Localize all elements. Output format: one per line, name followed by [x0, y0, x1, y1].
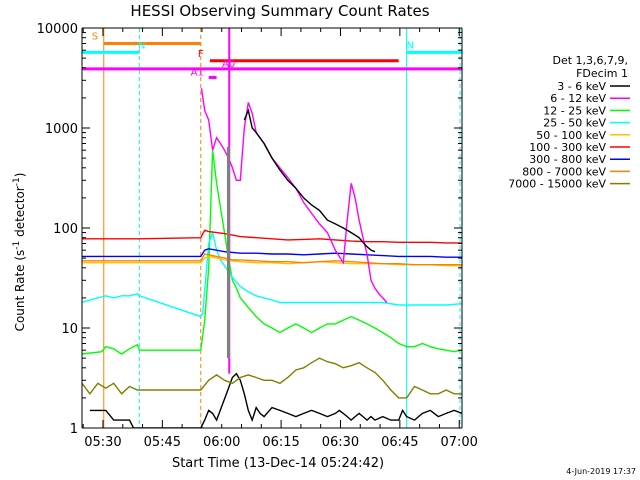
- flag-label-2: N: [407, 40, 414, 51]
- legend-title-line-1: Det 1,3,6,7,9,: [552, 54, 628, 67]
- chart-title: HESSI Observing Summary Count Rates: [130, 2, 429, 20]
- legend-label: 800 - 7000 keV: [522, 165, 606, 178]
- legend-label: 50 - 100 keV: [536, 129, 606, 142]
- x-axis-label: Start Time (13-Dec-14 05:24:42): [172, 456, 384, 471]
- x-tick-label: 05:30: [84, 435, 121, 450]
- y-axis-label-exp2: -1: [12, 177, 22, 186]
- legend-title: Det 1,3,6,7,9, FDecim 1: [552, 54, 628, 80]
- y-axis-label-end: ): [13, 173, 27, 178]
- series-line-6: [82, 248, 462, 258]
- y-axis-label-mid: detector: [13, 186, 27, 241]
- y-tick-label: 10: [61, 322, 78, 337]
- svg-text:Count Rate (s-1 detector-1): Count Rate (s-1 detector-1): [12, 173, 27, 332]
- legend-label: 25 - 50 keV: [543, 117, 606, 130]
- flag-label-5: A1: [191, 67, 204, 78]
- y-axis-label-main: Count Rate (s: [13, 250, 27, 332]
- plot-area: SNNFA0A1: [82, 28, 462, 428]
- series-line-7: [82, 253, 462, 266]
- legend-label: 12 - 25 keV: [543, 104, 606, 117]
- y-tick-label: 1: [70, 422, 78, 437]
- x-tick-label: 06:15: [262, 435, 299, 450]
- flag-label-3: F: [198, 49, 204, 60]
- series-line-5: [82, 229, 462, 244]
- legend-label: 100 - 300 keV: [529, 141, 606, 154]
- legend-label: 3 - 6 keV: [557, 80, 606, 93]
- series-line-2: [82, 150, 462, 355]
- axes: 05:30 05:45 06:00 06:15 06:30 06:45 07:00 1 10 10…: [37, 22, 478, 450]
- legend-label: 7000 - 15000 keV: [508, 178, 606, 191]
- x-tick-label: 06:45: [381, 435, 418, 450]
- y-tick-label: 100: [53, 222, 78, 237]
- y-axis-label: Count Rate (s-1 detector-1): [12, 173, 27, 332]
- x-tick-label: 06:30: [322, 435, 359, 450]
- flag-label-1: N: [138, 40, 145, 51]
- x-tick-label: 05:45: [144, 435, 181, 450]
- series-line-8: [82, 357, 462, 399]
- y-tick-label: 10000: [37, 22, 78, 37]
- x-tick-label: 07:00: [440, 435, 477, 450]
- flag-label-0: S: [92, 31, 98, 42]
- legend-label: 300 - 800 keV: [529, 153, 606, 166]
- series-line-0-flare: [243, 108, 376, 253]
- x-tick-label: 06:00: [203, 435, 240, 450]
- series-line-0: [89, 372, 462, 428]
- y-axis-label-exp1: -1: [12, 241, 22, 250]
- series-line-3: [82, 230, 462, 318]
- legend-title-line-2: FDecim 1: [576, 67, 628, 80]
- series-line-1: [200, 88, 388, 303]
- legend-label: 6 - 12 keV: [550, 92, 606, 105]
- footer-date: 4-Jun-2019 17:37: [566, 467, 636, 476]
- y-tick-label: 1000: [45, 122, 78, 137]
